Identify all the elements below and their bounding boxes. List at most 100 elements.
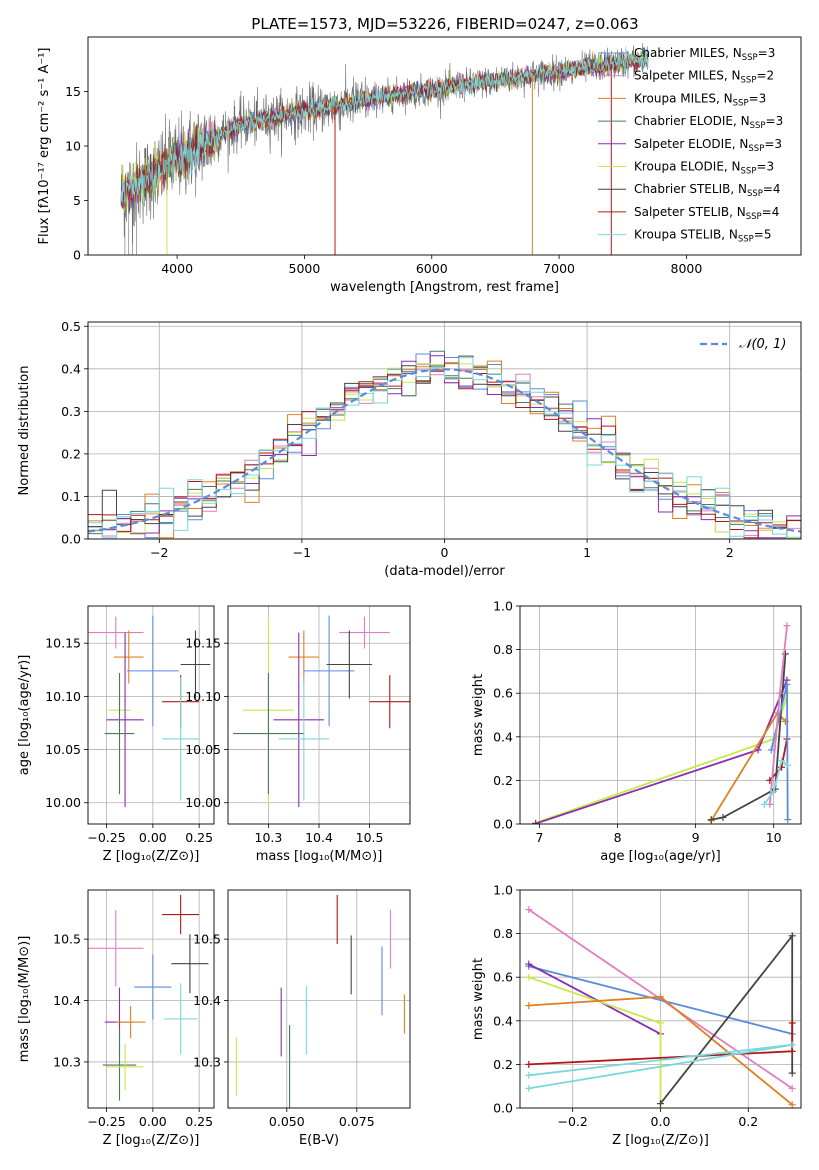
x-tick-label: −0.25 bbox=[87, 1114, 125, 1129]
y-tick-label: 15 bbox=[65, 84, 81, 99]
y-tick-label: 0.2 bbox=[493, 773, 513, 788]
x-tick-label: 7 bbox=[536, 830, 544, 845]
panel-mass_vs_z: −0.25 0.00 0.25 10.3 10.4 10.5 Z [log₁₀(Z/Z⊙)]… bbox=[17, 889, 215, 1148]
axes-frame bbox=[87, 36, 802, 256]
x-tick-label: −2 bbox=[150, 545, 168, 560]
legend-label-kroupa_elodie: Kroupa ELODIE, NSSP=3 bbox=[634, 160, 774, 177]
figure-title: PLATE=1573, MJD=53226, FIBERID=0247, z=0… bbox=[251, 15, 638, 33]
model-spectrum-kroupa_stelib bbox=[120, 46, 649, 203]
y-tick-label: 10.10 bbox=[45, 689, 81, 704]
x-tick-label: 10 bbox=[766, 830, 782, 845]
y-tick-label: 10.3 bbox=[193, 1054, 221, 1069]
x-axis-label: Z [log₁₀(Z/Z⊙)] bbox=[612, 1133, 709, 1148]
plot-area-weight_vs_z bbox=[520, 890, 801, 1108]
x-tick-label: 0.25 bbox=[185, 830, 213, 845]
x-tick-label: 2 bbox=[726, 545, 734, 560]
x-tick-label: 8 bbox=[614, 830, 622, 845]
x-tick-label: 9 bbox=[692, 830, 700, 845]
axes-frame bbox=[227, 605, 411, 825]
y-tick-label: 10.10 bbox=[185, 689, 221, 704]
plot-area-weight_vs_age bbox=[520, 606, 801, 824]
x-tick-label: −1 bbox=[293, 545, 311, 560]
y-tick-label: 0.3 bbox=[61, 404, 81, 419]
panel-age_vs_z: −0.25 0.00 0.25 10.00 10.05 10.10 10.15 Z [log₁… bbox=[17, 605, 215, 864]
x-tick-label: 0.2 bbox=[738, 1114, 758, 1129]
y-axis-label: mass [log₁₀(M/M⊙)] bbox=[17, 936, 32, 1063]
y-tick-label: 10.15 bbox=[45, 636, 81, 651]
legend-label-kroupa_stelib: Kroupa STELIB, NSSP=5 bbox=[634, 228, 772, 245]
panel-spectrum: 4000 5000 6000 7000 8000 0 5 10 15 wavelength [An… bbox=[37, 36, 802, 295]
legend-label-chabrier_miles: Chabrier MILES, NSSP=3 bbox=[634, 46, 775, 63]
y-tick-label: 0.2 bbox=[61, 446, 81, 461]
weight-line-chabrier_stelib bbox=[659, 933, 794, 1105]
axes-frame bbox=[87, 889, 215, 1109]
y-tick-label: 0.0 bbox=[493, 1101, 513, 1116]
x-tick-label: 8000 bbox=[671, 261, 703, 276]
panel-age_vs_mass: 10.3 10.4 10.5 10.00 10.05 10.10 10.15 mass [lo… bbox=[185, 605, 411, 864]
y-tick-label: 10.5 bbox=[53, 932, 81, 947]
y-tick-label: 10.15 bbox=[185, 636, 221, 651]
axes-frame bbox=[87, 321, 802, 540]
y-tick-label: 0.4 bbox=[493, 729, 513, 744]
x-tick-label: 10.4 bbox=[305, 830, 333, 845]
x-axis-label: E(B-V) bbox=[299, 1133, 339, 1148]
y-axis-label: mass weight bbox=[471, 958, 486, 1040]
x-tick-label: 7000 bbox=[543, 261, 575, 276]
weight-line-kroupa_elodie bbox=[528, 976, 662, 1108]
plot-area-age_vs_mass bbox=[228, 606, 410, 824]
x-axis-label: age [log₁₀(age/yr)] bbox=[600, 849, 721, 864]
legend-label-kroupa_miles: Kroupa MILES, NSSP=3 bbox=[634, 91, 766, 108]
panel-weight_vs_age: 7 8 9 10 0.0 0.2 0.4 0.6 0.8 1.0 age [log₁₀(age/yr… bbox=[471, 599, 802, 864]
y-tick-label: 0.5 bbox=[61, 319, 81, 334]
plot-area-spectrum bbox=[120, 43, 649, 255]
x-tick-label: 0.050 bbox=[269, 1114, 305, 1129]
legend-label-salpeter_elodie: Salpeter ELODIE, NSSP=3 bbox=[634, 137, 782, 154]
x-tick-label: −0.25 bbox=[87, 830, 125, 845]
legend-label-salpeter_stelib: Salpeter STELIB, NSSP=4 bbox=[634, 205, 779, 222]
y-axis-label: age [log₁₀(age/yr)] bbox=[17, 655, 32, 776]
y-axis-label: Flux [fλ10⁻¹⁷ erg cm⁻² s⁻¹ A⁻¹] bbox=[37, 48, 52, 245]
panel-weight_vs_z: −0.2 0.0 0.2 0.0 0.2 0.4 0.6 0.8 1.0 Z [log₁₀(Z/Z… bbox=[471, 883, 802, 1148]
x-axis-label: wavelength [Angstrom, rest frame] bbox=[330, 280, 559, 295]
x-tick-label: 5000 bbox=[289, 261, 321, 276]
axes-frame bbox=[519, 889, 802, 1109]
y-tick-label: 10.05 bbox=[45, 742, 81, 757]
x-tick-label: 0 bbox=[441, 545, 449, 560]
weight-line-kroupa_stelib bbox=[763, 759, 789, 805]
plot-area-residuals bbox=[88, 322, 801, 539]
y-tick-label: 10.00 bbox=[185, 795, 221, 810]
x-tick-label: 0.0 bbox=[651, 1114, 671, 1129]
x-tick-label: 10.3 bbox=[255, 830, 283, 845]
y-tick-label: 5 bbox=[73, 193, 81, 208]
y-tick-label: 1.0 bbox=[493, 599, 513, 614]
y-axis-label: mass weight bbox=[471, 674, 486, 756]
x-tick-label: 6000 bbox=[416, 261, 448, 276]
weight-line-salpeter_elodie bbox=[528, 963, 661, 1035]
x-tick-label: 0.075 bbox=[339, 1114, 375, 1129]
x-axis-label: (data-model)/error bbox=[384, 564, 505, 579]
y-tick-label: 0 bbox=[73, 248, 81, 263]
gaussian-curve bbox=[88, 368, 801, 533]
plot-area-age_vs_z bbox=[88, 606, 214, 824]
legend-label-chabrier_stelib: Chabrier STELIB, NSSP=4 bbox=[634, 182, 781, 199]
y-tick-label: 0.4 bbox=[493, 1013, 513, 1028]
x-tick-label: 0.00 bbox=[139, 830, 167, 845]
y-tick-label: 0.0 bbox=[61, 532, 81, 547]
y-tick-label: 0.8 bbox=[493, 926, 513, 941]
x-tick-label: −0.2 bbox=[558, 1114, 588, 1129]
plot-area-mass_vs_ebv bbox=[228, 890, 410, 1108]
axes-frame bbox=[519, 605, 802, 825]
legend-label-salpeter_miles: Salpeter MILES, NSSP=2 bbox=[634, 69, 774, 86]
y-tick-label: 10.4 bbox=[193, 993, 221, 1008]
weight-line-salpeter_elodie bbox=[535, 679, 788, 824]
y-tick-label: 0.1 bbox=[61, 489, 81, 504]
y-tick-label: 0.6 bbox=[493, 686, 513, 701]
x-axis-label: Z [log₁₀(Z/Z⊙)] bbox=[103, 849, 200, 864]
panel-mass_vs_ebv: 0.050 0.075 10.3 10.4 10.5 E(B-V) bbox=[193, 889, 411, 1148]
y-tick-label: 0.4 bbox=[61, 361, 81, 376]
spectrum-legend: Chabrier MILES, NSSP=3 Salpeter MILES, NS… bbox=[598, 46, 783, 245]
legend-label-gauss: 𝒩(0, 1) bbox=[739, 337, 786, 352]
y-tick-label: 1.0 bbox=[493, 883, 513, 898]
y-tick-label: 10.3 bbox=[53, 1054, 81, 1069]
